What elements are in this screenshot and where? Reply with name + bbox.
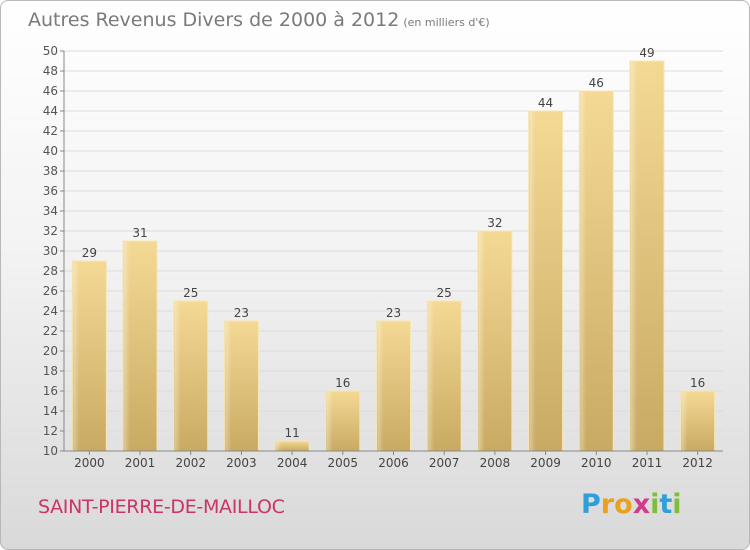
bar-highlight-2003: [225, 322, 232, 451]
x-tick-label-2003: 2003: [226, 456, 257, 470]
value-label-2001: 31: [132, 226, 147, 240]
x-tick-label-2000: 2000: [74, 456, 105, 470]
x-tick-label-2010: 2010: [581, 456, 612, 470]
x-tick-label-2006: 2006: [378, 456, 409, 470]
value-label-2003: 23: [234, 306, 249, 320]
chart-unit: (en milliers d'€): [403, 16, 490, 29]
value-label-2010: 46: [589, 76, 604, 90]
bar-highlight-2005: [326, 392, 333, 451]
y-tick-label: 14: [43, 404, 58, 418]
logo-letter: x: [632, 489, 651, 520]
y-tick-label: 20: [43, 344, 58, 358]
logo-letter: i: [672, 489, 682, 520]
bar-highlight-2012: [681, 392, 688, 451]
y-tick-label: 10: [43, 444, 58, 458]
bar-highlight-2000: [73, 262, 80, 451]
value-label-2006: 23: [386, 306, 401, 320]
logo-letter: P: [581, 489, 601, 520]
x-tick-label-2007: 2007: [429, 456, 460, 470]
bar-highlight-2001: [124, 242, 131, 451]
x-tick-label-2008: 2008: [480, 456, 511, 470]
bar-highlight-2004: [276, 442, 283, 451]
logo-letter: r: [600, 489, 615, 520]
bar-highlight-2010: [580, 92, 587, 451]
x-tick-label-2001: 2001: [125, 456, 156, 470]
chart-title: Autres Revenus Divers de 2000 à 2012 (en …: [28, 9, 490, 31]
y-tick-label: 26: [43, 284, 58, 298]
y-tick-label: 16: [43, 384, 58, 398]
y-tick-label: 28: [43, 264, 58, 278]
value-label-2000: 29: [82, 246, 97, 260]
value-label-2002: 25: [183, 286, 198, 300]
y-tick-label: 38: [43, 164, 58, 178]
bar-highlight-2009: [529, 112, 536, 451]
y-tick-label: 46: [43, 84, 58, 98]
bar-highlight-2008: [478, 232, 485, 451]
chart-title-text: Autres Revenus Divers de 2000 à 2012: [28, 9, 400, 31]
value-label-2009: 44: [538, 96, 553, 110]
bar-highlight-2011: [630, 62, 637, 451]
x-tick-label-2012: 2012: [682, 456, 713, 470]
logo-letter: i: [650, 489, 660, 520]
value-label-2007: 25: [437, 286, 452, 300]
y-tick-label: 50: [43, 44, 58, 58]
value-label-2012: 16: [690, 376, 705, 390]
value-label-2005: 16: [335, 376, 350, 390]
logo-letter: o: [614, 489, 633, 520]
y-tick-label: 22: [43, 324, 58, 338]
y-tick-label: 34: [43, 204, 58, 218]
y-tick-label: 18: [43, 364, 58, 378]
bar-highlight-2007: [428, 302, 435, 451]
y-tick-label: 48: [43, 64, 58, 78]
commune-name: SAINT-PIERRE-DE-MAILLOC: [38, 496, 285, 518]
y-tick-label: 44: [43, 104, 58, 118]
bar-highlight-2002: [174, 302, 181, 451]
x-tick-label-2011: 2011: [632, 456, 663, 470]
value-label-2008: 32: [487, 216, 502, 230]
x-tick-label-2004: 2004: [277, 456, 308, 470]
logo-letter: t: [659, 489, 673, 520]
y-tick-label: 40: [43, 144, 58, 158]
x-tick-label-2009: 2009: [530, 456, 561, 470]
y-tick-label: 24: [43, 304, 58, 318]
x-tick-label-2005: 2005: [328, 456, 359, 470]
value-label-2004: 11: [284, 426, 299, 440]
y-tick-label: 30: [43, 244, 58, 258]
proxiti-logo: Proxiti: [581, 489, 682, 520]
value-label-2011: 49: [639, 46, 654, 60]
y-tick-label: 32: [43, 224, 58, 238]
x-tick-label-2002: 2002: [175, 456, 206, 470]
y-tick-label: 42: [43, 124, 58, 138]
y-tick-label: 12: [43, 424, 58, 438]
bar-highlight-2006: [377, 322, 384, 451]
y-tick-label: 36: [43, 184, 58, 198]
